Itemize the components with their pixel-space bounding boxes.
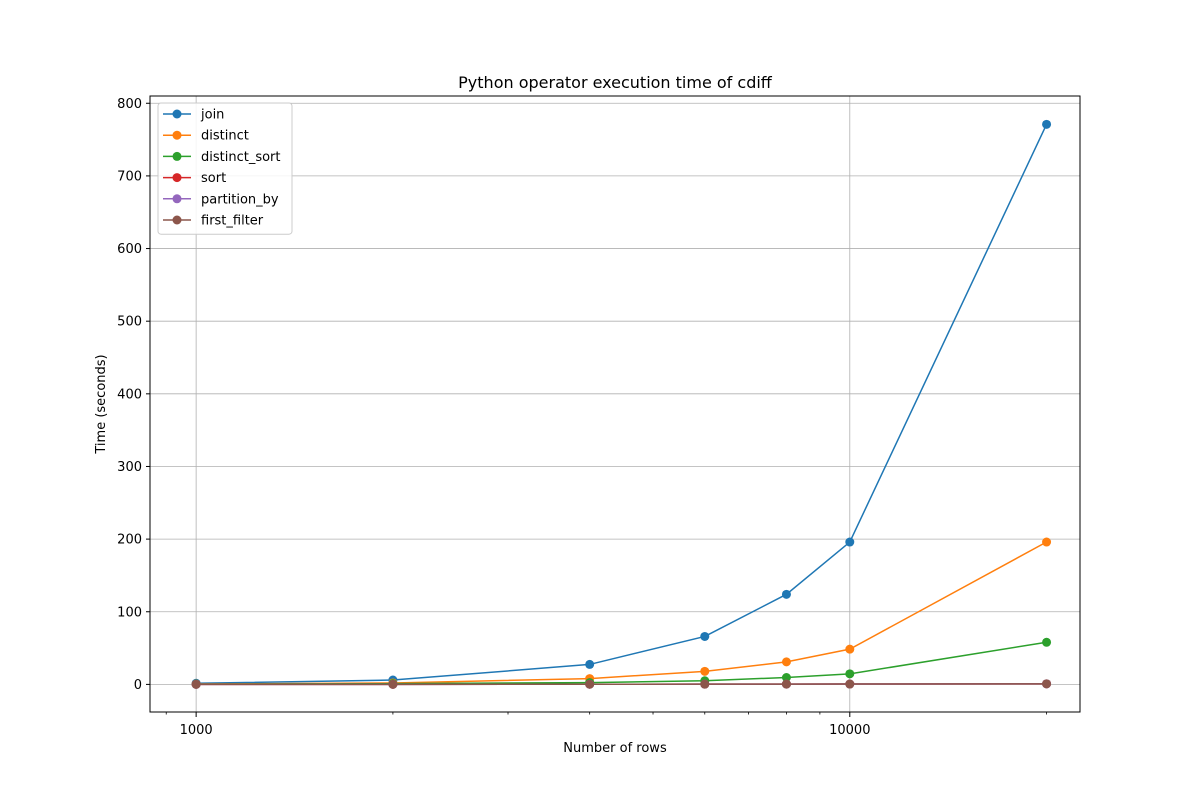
y-axis-label: Time (seconds) <box>94 354 109 454</box>
legend-marker-distinct_sort <box>172 151 182 161</box>
legend-label-join: join <box>200 108 224 123</box>
point-join-6 <box>1042 119 1052 129</box>
x-axis-label: Number of rows <box>563 741 667 756</box>
point-distinct-4 <box>781 657 791 667</box>
y-tick-label-2: 200 <box>117 533 142 548</box>
y-tick-label-4: 400 <box>117 387 142 402</box>
legend-label-partition_by: partition_by <box>201 192 279 207</box>
y-tick-label-6: 600 <box>117 242 142 257</box>
point-distinct-6 <box>1042 537 1052 547</box>
series-line-first_filter <box>196 683 1047 686</box>
legend-marker-distinct <box>172 130 182 140</box>
legend-marker-first_filter <box>172 215 182 225</box>
point-distinct_sort-6 <box>1042 637 1052 647</box>
point-distinct_sort-4 <box>781 672 791 682</box>
chart-title: Python operator execution time of cdiff <box>458 73 773 92</box>
legend-marker-sort <box>172 173 182 183</box>
series-line-join <box>196 124 1048 685</box>
point-distinct-3 <box>700 666 710 676</box>
series-line-distinct_sort <box>196 641 1047 685</box>
y-tick-label-8: 800 <box>117 97 142 112</box>
y-tick-label-3: 300 <box>117 460 142 475</box>
point-first_filter-4 <box>781 679 791 689</box>
y-tick-label-0: 0 <box>134 678 142 693</box>
legend-box <box>157 102 293 235</box>
legend-label-distinct_sort: distinct_sort <box>201 150 281 165</box>
y-tick-label-5: 500 <box>117 315 142 330</box>
x-tick-label-0: 1000 <box>180 723 213 738</box>
point-join-3 <box>700 631 710 641</box>
plot-frame <box>149 95 1081 713</box>
y-tick-label-7: 700 <box>117 169 142 184</box>
y-tick-label-1: 100 <box>117 605 142 620</box>
x-tick-label-1: 10000 <box>829 723 870 738</box>
legend-label-first_filter: first_filter <box>201 214 264 229</box>
point-distinct-5 <box>845 644 855 654</box>
point-first_filter-1 <box>388 679 398 689</box>
point-first_filter-3 <box>700 679 710 689</box>
legend-label-distinct: distinct <box>201 129 249 144</box>
point-first_filter-5 <box>845 679 855 689</box>
point-first_filter-2 <box>585 679 595 689</box>
grid <box>150 96 1080 712</box>
point-join-2 <box>585 659 595 669</box>
legend-marker-join <box>172 109 182 119</box>
point-first_filter-6 <box>1042 679 1052 689</box>
point-first_filter-0 <box>191 679 201 689</box>
legend-label-sort: sort <box>201 171 226 186</box>
legend-marker-partition_by <box>172 194 182 204</box>
point-join-5 <box>845 537 855 547</box>
point-join-4 <box>781 589 791 599</box>
point-distinct_sort-5 <box>845 669 855 679</box>
